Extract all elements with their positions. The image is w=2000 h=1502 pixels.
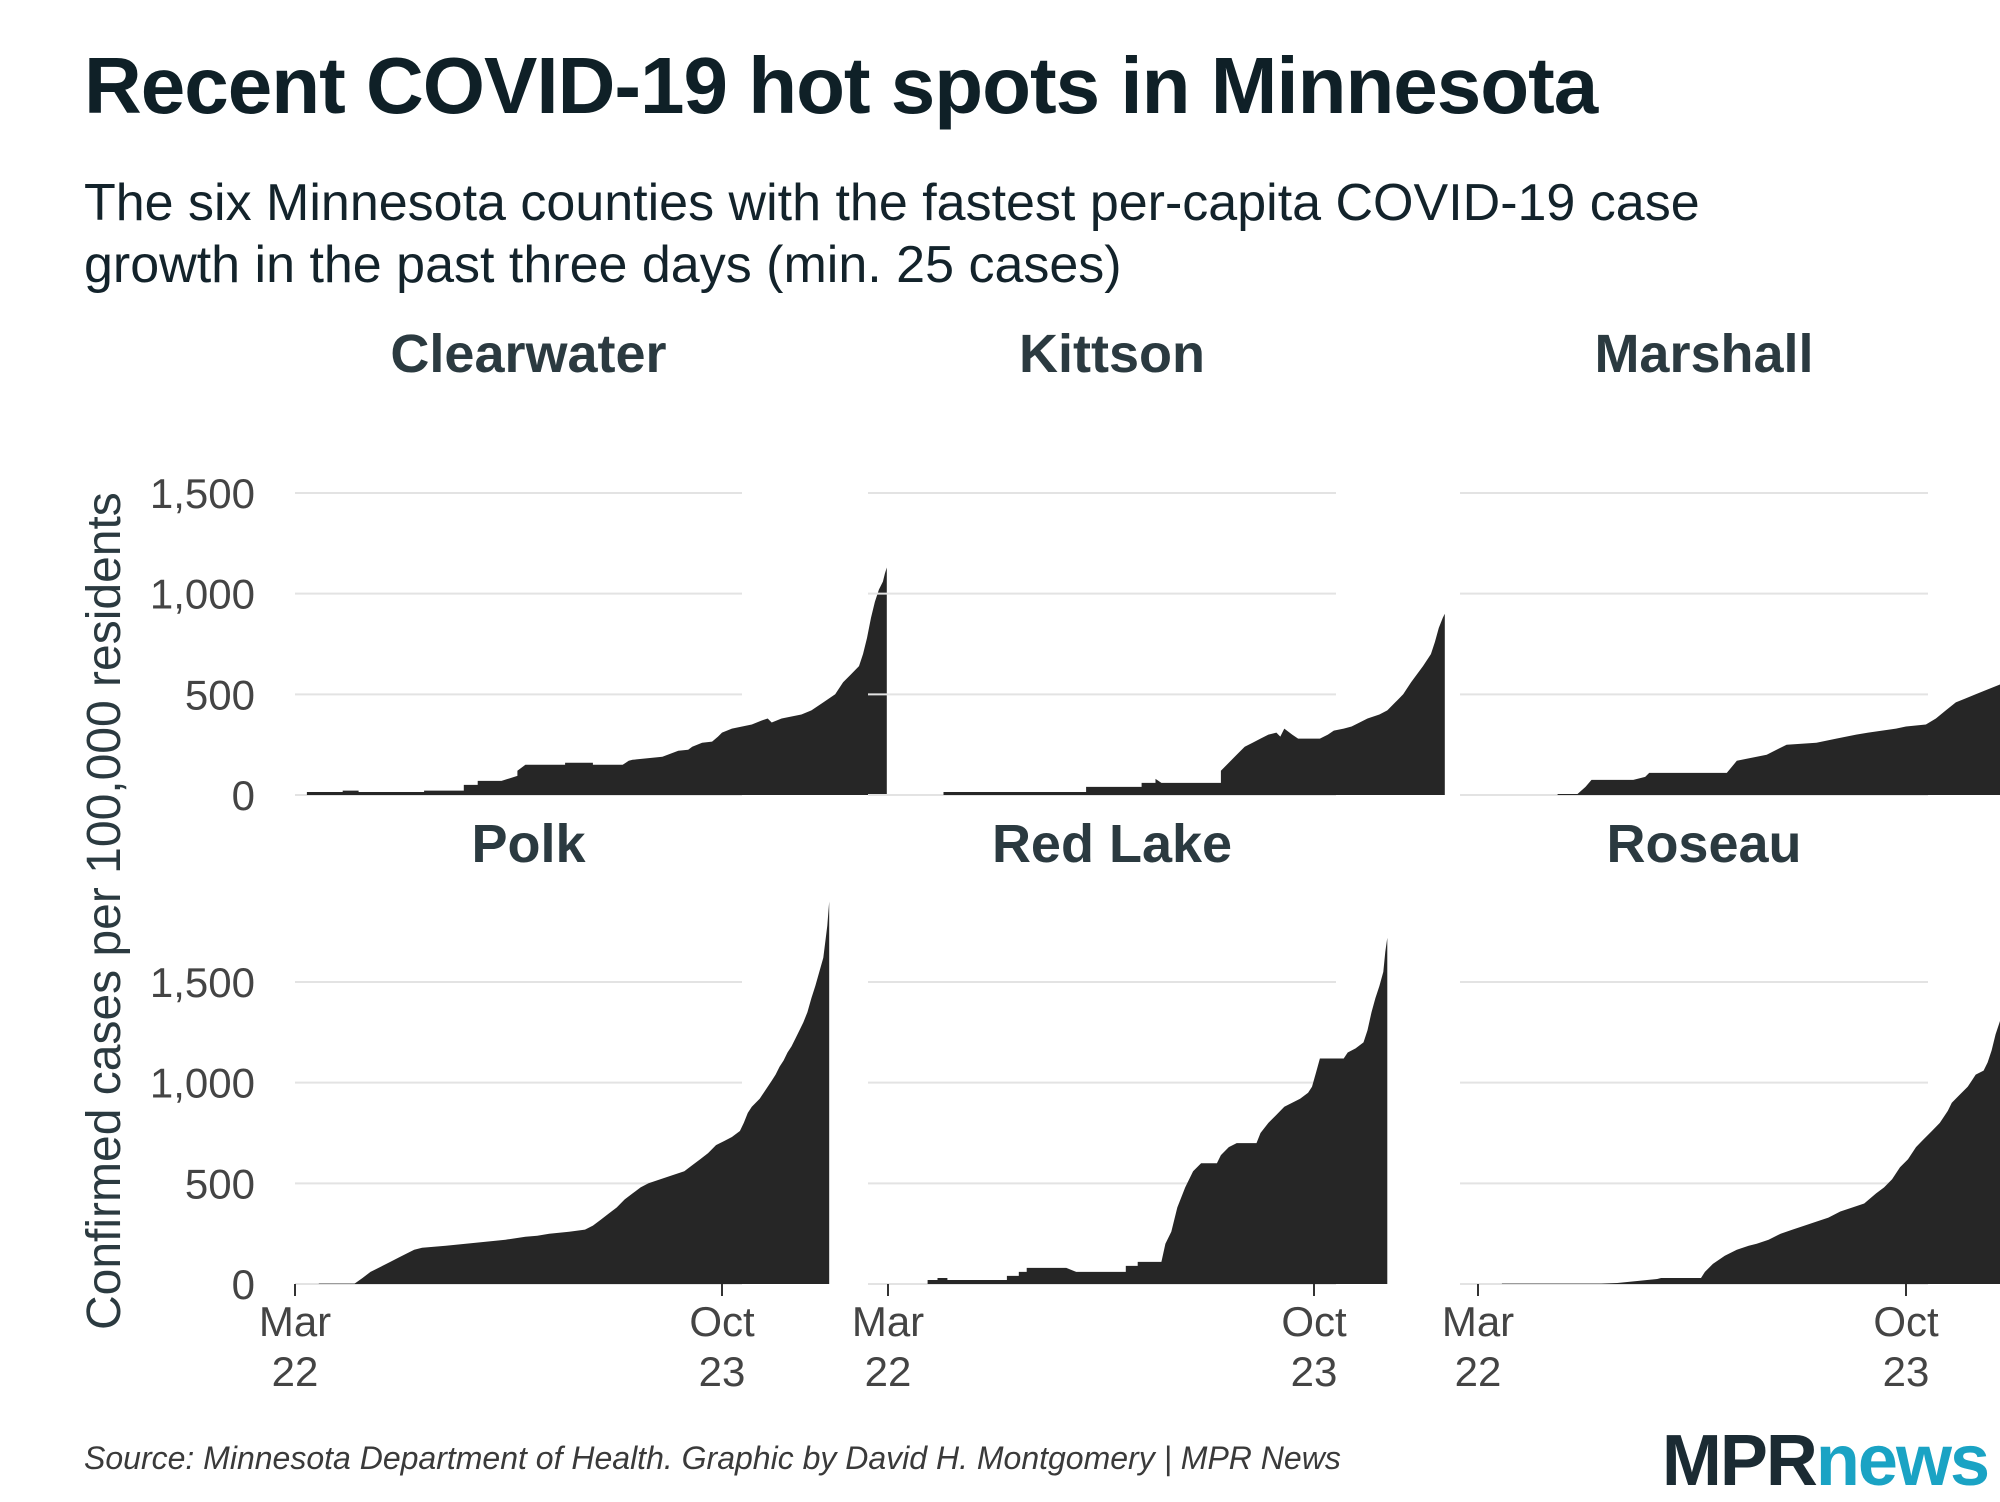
y-tick-label-1500: 1,500 bbox=[150, 470, 255, 517]
mpr-news-logo: MPRnews bbox=[1661, 1420, 1990, 1502]
logo-news-text: news bbox=[1815, 1421, 1990, 1501]
subtitle-line-2: growth in the past three days (min. 25 c… bbox=[84, 236, 1122, 294]
y-tick-label-0: 0 bbox=[232, 772, 255, 819]
area-roseau bbox=[1501, 1021, 2000, 1284]
area-red-lake bbox=[927, 937, 1388, 1284]
x-tick-label-roseau-1-1: 23 bbox=[1883, 1348, 1930, 1395]
y-tick-label-1000: 1,000 bbox=[150, 1060, 255, 1107]
panel-title-roseau: Roseau bbox=[1606, 814, 1801, 874]
panel-title-marshall: Marshall bbox=[1594, 324, 1813, 384]
x-tick-label-roseau-0-1: 22 bbox=[1455, 1348, 1502, 1395]
y-tick-label-500: 500 bbox=[185, 671, 255, 718]
area-kittson bbox=[943, 613, 1445, 795]
panel-title-kittson: Kittson bbox=[1019, 324, 1205, 384]
x-tick-label-polk-1-0: Oct bbox=[689, 1298, 755, 1345]
chart-title: Recent COVID-19 hot spots in Minnesota bbox=[84, 41, 1598, 130]
logo-mpr-text: MPR bbox=[1661, 1421, 1818, 1501]
x-tick-label-polk-0-1: 22 bbox=[272, 1348, 319, 1395]
y-tick-label-1500: 1,500 bbox=[150, 959, 255, 1006]
x-tick-label-polk-1-1: 23 bbox=[699, 1348, 746, 1395]
y-axis-label: Confirmed cases per 100,000 residents bbox=[78, 492, 131, 1330]
x-tick-label-roseau-0-0: Mar bbox=[1442, 1298, 1514, 1345]
x-tick-label-polk-0-0: Mar bbox=[259, 1298, 331, 1345]
x-tick-label-red-lake-1-1: 23 bbox=[1291, 1348, 1338, 1395]
area-clearwater bbox=[306, 567, 887, 795]
x-tick-label-red-lake-1-0: Oct bbox=[1281, 1298, 1347, 1345]
y-tick-label-500: 500 bbox=[185, 1160, 255, 1207]
subtitle-line-1: The six Minnesota counties with the fast… bbox=[84, 174, 1700, 232]
area-polk bbox=[318, 901, 830, 1284]
source-note: Source: Minnesota Department of Health. … bbox=[84, 1440, 1341, 1476]
panel-title-clearwater: Clearwater bbox=[390, 324, 666, 384]
x-tick-label-red-lake-0-0: Mar bbox=[852, 1298, 924, 1345]
area-marshall bbox=[1557, 684, 2000, 795]
panel-title-red-lake: Red Lake bbox=[992, 814, 1232, 874]
x-tick-label-roseau-1-0: Oct bbox=[1873, 1298, 1939, 1345]
y-tick-label-0: 0 bbox=[232, 1261, 255, 1308]
x-tick-label-red-lake-0-1: 22 bbox=[865, 1348, 912, 1395]
chart-subtitle: The six Minnesota counties with the fast… bbox=[84, 172, 1984, 296]
y-tick-label-1000: 1,000 bbox=[150, 571, 255, 618]
panel-title-polk: Polk bbox=[471, 814, 586, 874]
